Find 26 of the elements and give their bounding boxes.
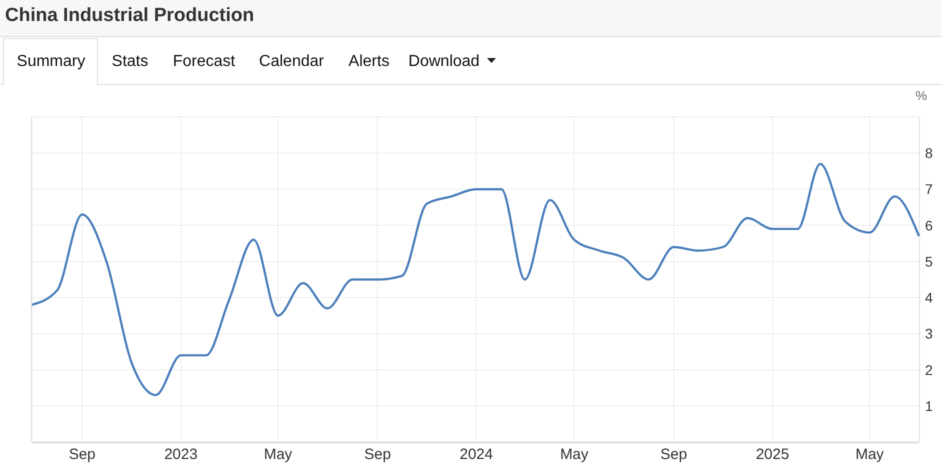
line-series — [30, 162, 920, 396]
x-tick-label: Sep — [364, 446, 391, 463]
text: Forecast — [172, 53, 236, 70]
y-tick-label: 4 — [925, 290, 933, 306]
text: Stats — [112, 53, 148, 70]
y-tick-label: 2 — [925, 362, 933, 378]
y-tick-label: 5 — [925, 253, 933, 270]
y-axis-title: % — [915, 88, 928, 103]
y-tick-label: 1 — [925, 398, 933, 414]
text: Calendar — [259, 53, 325, 70]
x-tick-label: Sep — [68, 446, 96, 463]
y-tick-label: 7 — [925, 181, 933, 198]
x-tick-label: 2025 — [756, 446, 790, 463]
y-tick-label: 8 — [925, 145, 933, 162]
x-tick-label: Sep — [660, 446, 688, 463]
text: Alerts — [348, 53, 390, 70]
x-tick-label: 2023 — [164, 446, 198, 463]
x-tick-label: May — [560, 446, 589, 463]
x-tick-label: May — [264, 446, 293, 463]
x-tick-label: May — [855, 446, 884, 463]
text: Download — [408, 53, 480, 70]
selected-tab: Summary — [3, 38, 98, 86]
y-tick-label: 6 — [925, 217, 933, 234]
chart-title: China Industrial Production — [5, 5, 254, 26]
y-tick-label: 3 — [925, 326, 933, 342]
x-tick-label: 2024 — [460, 446, 493, 463]
